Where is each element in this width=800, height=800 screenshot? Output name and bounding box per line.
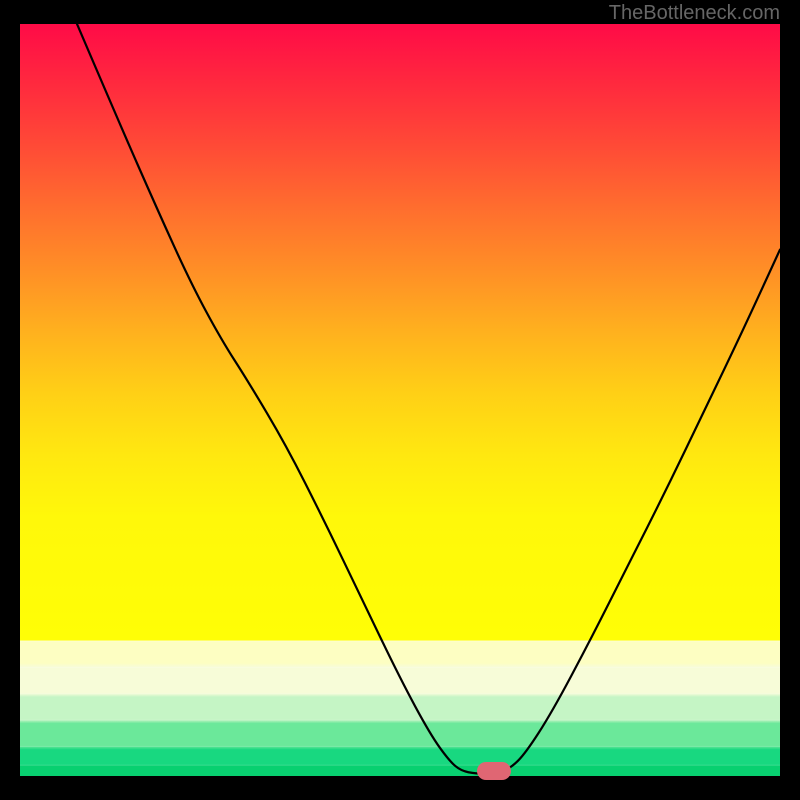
- watermark-text: TheBottleneck.com: [609, 2, 780, 25]
- chart-svg: [20, 24, 780, 776]
- plot-area: [20, 24, 780, 776]
- gradient-background: [20, 24, 780, 776]
- optimal-point-marker: [477, 762, 511, 780]
